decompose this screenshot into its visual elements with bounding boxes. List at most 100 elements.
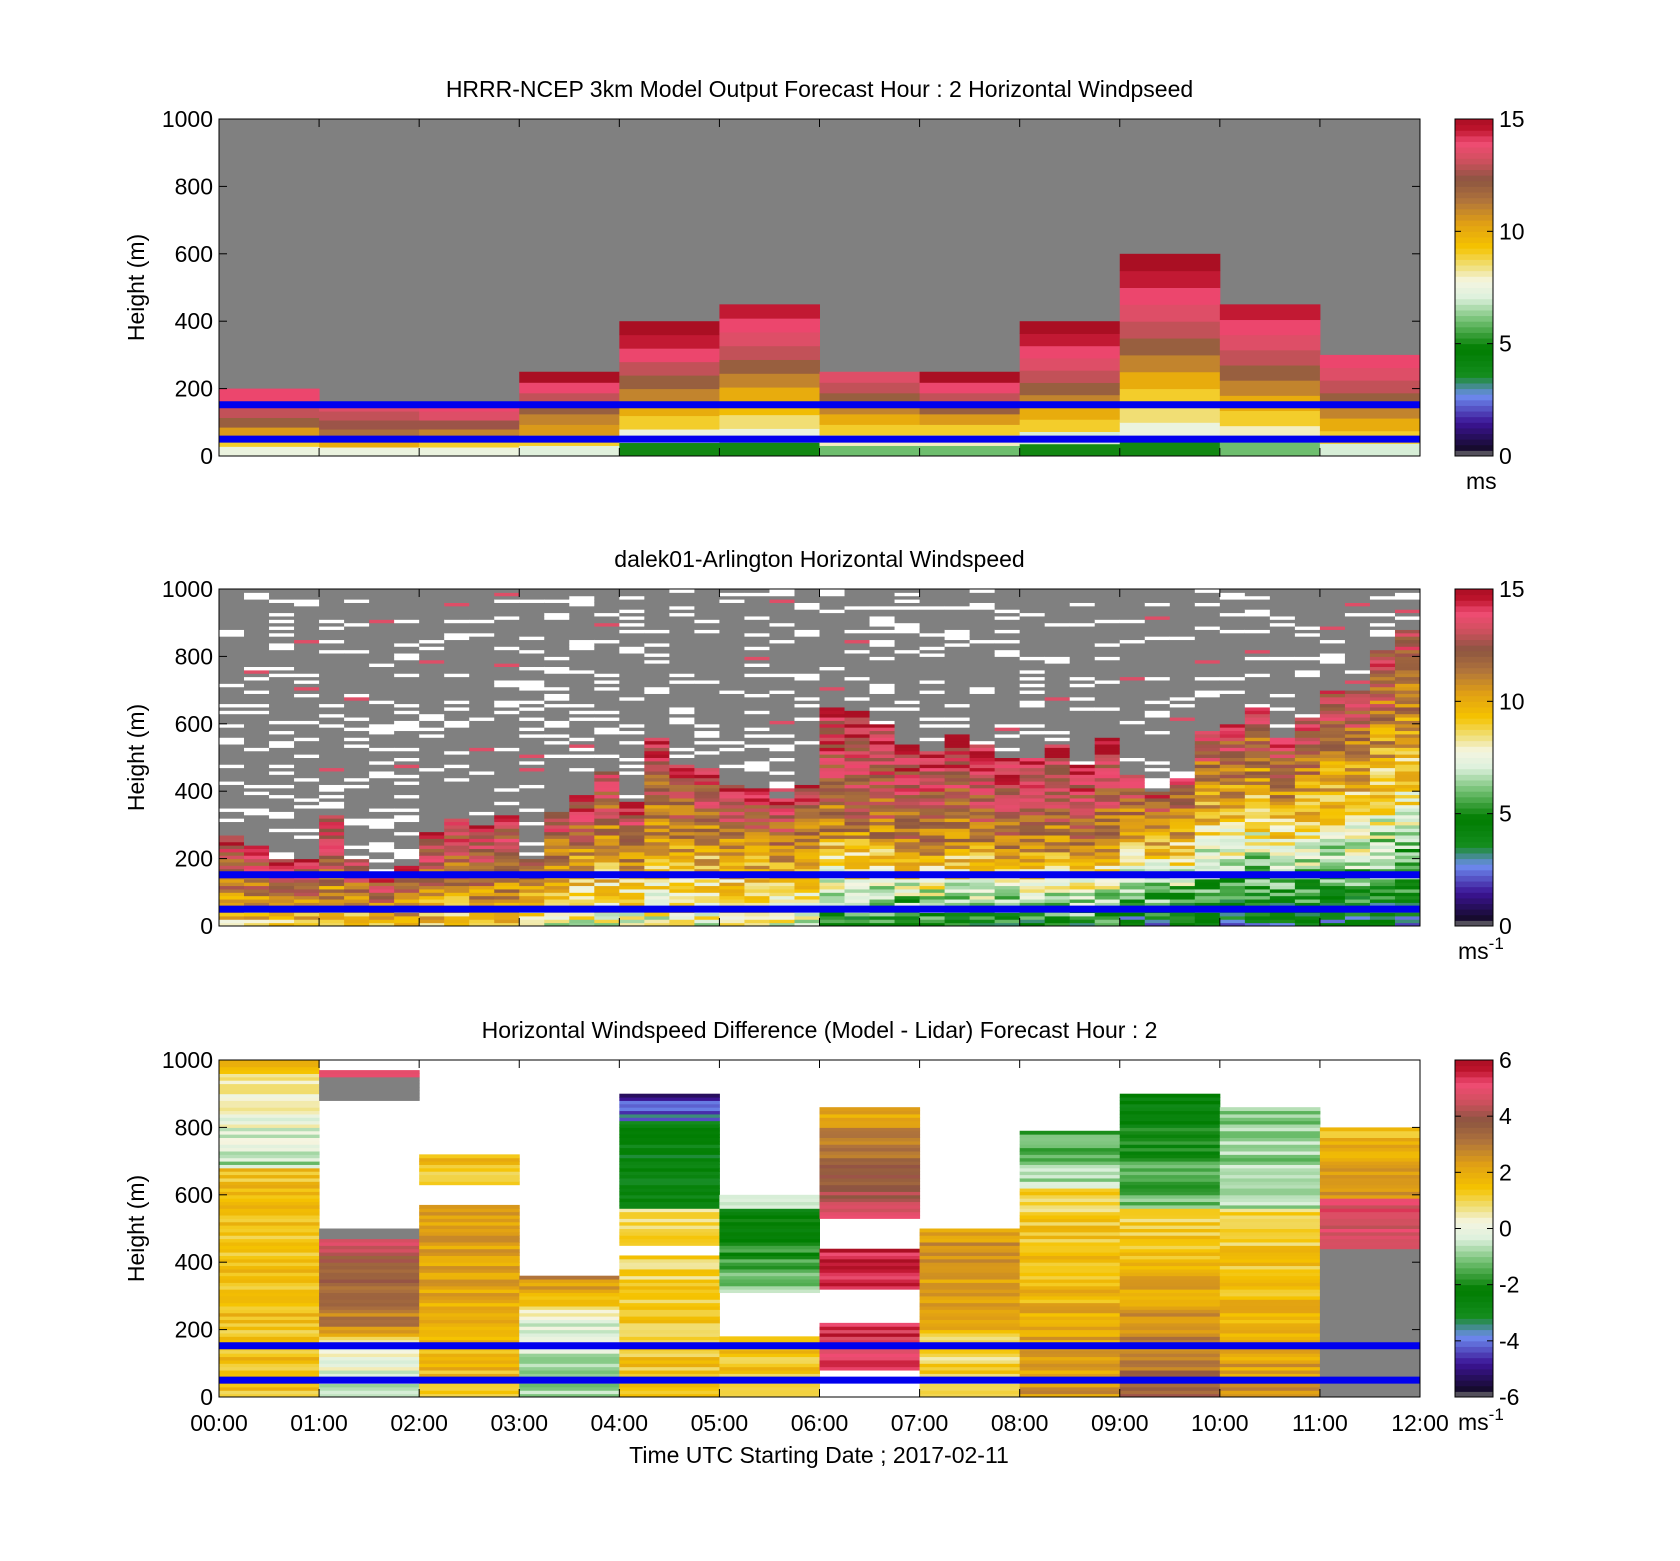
heatmap-cell [319,818,345,823]
heatmap-cell [1094,737,1121,742]
heatmap-cell [1169,673,1196,678]
heatmap-cell [1219,770,1246,775]
heatmap-cell [1194,632,1221,637]
heatmap-cell [469,760,495,765]
heatmap-cell [469,720,495,725]
heatmap-cell [294,636,320,641]
heatmap-cell [444,824,470,829]
heatmap-cell [619,750,645,755]
heatmap-cell [419,679,445,684]
heatmap-cell [344,693,370,698]
heatmap-cell [394,656,420,661]
heatmap-cell [319,801,345,806]
heatmap-cell [444,764,470,769]
heatmap-cell [569,919,595,924]
heatmap-cell [694,770,720,775]
heatmap-cell [944,720,971,725]
heatmap-cell [344,713,370,718]
heatmap-cell [344,659,370,664]
heatmap-cell [394,696,420,701]
heatmap-cell [394,902,420,907]
heatmap-cell [1394,821,1421,826]
heatmap-cell [1069,811,1096,816]
heatmap-cell [694,639,720,644]
heatmap-cell [1144,767,1171,772]
heatmap-cell [894,659,921,664]
heatmap-cell [369,723,395,728]
heatmap-cell [669,723,695,728]
heatmap-cell [1369,737,1396,742]
heatmap-cell [344,615,370,620]
heatmap-cell [294,868,320,873]
heatmap-cell [769,777,795,782]
heatmap-cell [1144,882,1171,887]
heatmap-cell [1319,919,1346,924]
heatmap-cell [1394,774,1421,779]
heatmap-cell [419,899,445,903]
heatmap-cell [669,629,695,634]
heatmap-cell [944,592,971,597]
heatmap-cell [1169,754,1196,758]
heatmap-cell [444,828,470,833]
heatmap-cell [619,818,645,823]
heatmap-cell [719,770,745,775]
heatmap-cell [1194,922,1221,927]
heatmap-cell [1319,367,1421,381]
heatmap-cell [219,899,245,903]
heatmap-cell [1094,855,1121,860]
heatmap-cell [394,868,420,873]
heatmap-cell [1294,653,1321,657]
heatmap-cell [219,407,320,418]
heatmap-cell [644,710,670,715]
heatmap-cell [694,895,720,900]
heatmap-cell [1169,865,1196,870]
heatmap-cell [794,878,820,883]
heatmap-cell [944,861,971,866]
heatmap-cell [494,609,520,614]
heatmap-cell [844,642,871,647]
heatmap-cell [794,888,820,893]
heatmap-cell [769,851,795,856]
heatmap-cell [494,663,520,668]
heatmap-cell [319,619,345,624]
heatmap-cell [919,878,946,883]
heatmap-cell [1294,767,1321,772]
heatmap-cell [819,781,846,785]
heatmap-cell [1319,838,1346,843]
heatmap-cell [994,804,1021,809]
heatmap-cell [1219,760,1246,765]
heatmap-cell [594,683,620,688]
heatmap-cell [719,629,745,634]
heatmap-cell [694,885,720,890]
heatmap-cell [994,622,1021,627]
heatmap-cell [1044,848,1071,853]
heatmap-cell [469,801,495,806]
heatmap-cell [869,669,896,674]
heatmap-cell [1194,733,1221,738]
heatmap-cell [419,612,445,617]
heatmap-cell [519,861,545,866]
heatmap-cell [919,851,946,856]
heatmap-cell [744,609,770,614]
heatmap-cell [1394,764,1421,769]
heatmap-cell [619,696,645,701]
heatmap-cell [844,828,871,833]
heatmap-cell [869,858,896,863]
heatmap-cell [869,882,896,887]
heatmap-cell [219,679,245,684]
heatmap-cell [619,717,645,721]
heatmap-cell [794,649,820,654]
heatmap-cell [744,605,770,610]
heatmap-cell [1169,781,1196,785]
heatmap-cell [1219,693,1246,698]
heatmap-cell [1044,801,1071,806]
heatmap-cell [844,902,871,907]
heatmap-cell [919,764,946,769]
heatmap-cell [919,666,946,671]
heatmap-cell [1169,642,1196,647]
heatmap-cell [769,659,795,664]
heatmap-cell [1169,605,1196,610]
heatmap-cell [769,706,795,711]
heatmap-cell [519,865,545,870]
colorbar-swatch [1455,422,1493,429]
